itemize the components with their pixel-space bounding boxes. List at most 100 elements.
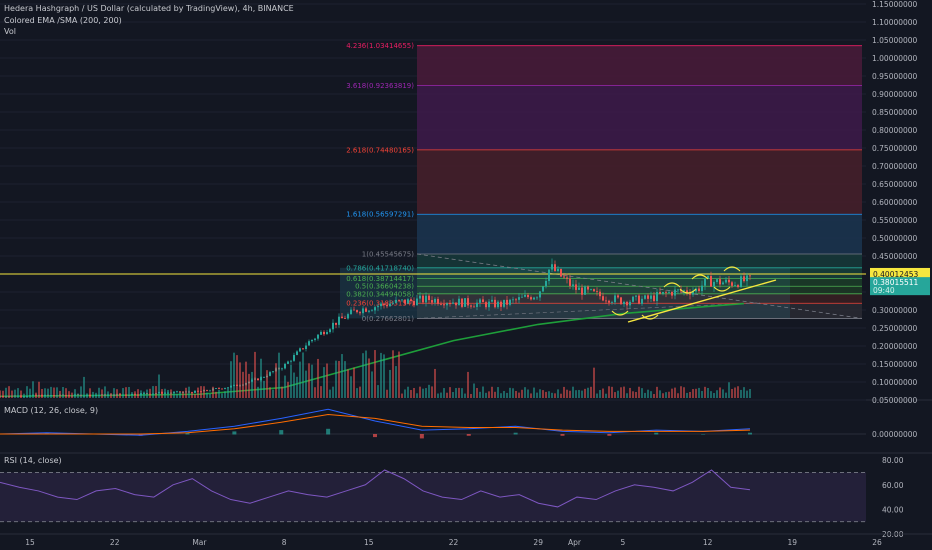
rsi-band — [0, 472, 866, 522]
volume-bar — [611, 386, 613, 398]
volume-bar — [557, 389, 559, 398]
volume-bar — [155, 386, 157, 398]
volume-bar — [644, 392, 646, 398]
candle-body — [539, 291, 541, 298]
volume-bar — [20, 390, 22, 398]
candle-body — [293, 354, 295, 361]
volume-bar — [512, 388, 514, 398]
candle-body — [554, 264, 556, 271]
candle-body — [497, 301, 499, 308]
volume-bar — [275, 363, 277, 398]
volume-bar — [119, 392, 121, 398]
candle-body — [341, 316, 343, 319]
candle-body — [608, 300, 610, 303]
candle-body — [323, 331, 325, 335]
volume-bar — [23, 393, 25, 398]
candle-body — [590, 289, 592, 290]
volume-bar — [236, 355, 238, 398]
volume-bar — [65, 388, 67, 398]
volume-bar — [449, 387, 451, 398]
volume-bar — [374, 350, 376, 398]
candle-body — [176, 391, 178, 393]
candle-body — [638, 295, 640, 304]
x-tick-label: 22 — [110, 538, 120, 547]
x-tick-label: 5 — [621, 538, 626, 547]
volume-bar — [446, 392, 448, 398]
volume-bar — [353, 367, 355, 398]
volume-bar — [335, 360, 337, 398]
candle-body — [611, 302, 613, 303]
volume-bar — [116, 389, 118, 398]
volume-bar — [128, 386, 130, 398]
hline-price-tag: 0.40012453 — [870, 267, 930, 279]
candle-body — [719, 279, 721, 285]
volume-bar — [290, 364, 292, 398]
volume-bar — [404, 389, 406, 398]
candle-body — [569, 278, 571, 286]
volume-bar — [296, 376, 298, 398]
candle-body — [398, 299, 400, 301]
candle-body — [422, 295, 424, 303]
volume-bar — [719, 387, 721, 398]
volume-bar — [62, 386, 64, 398]
candle-body — [524, 294, 526, 297]
fib-zone — [417, 278, 862, 287]
volume-bar — [83, 376, 85, 398]
price-tick-label: 0.70000000 — [872, 162, 918, 171]
volume-bar — [218, 389, 220, 398]
macd-hist-bar — [607, 434, 612, 436]
candle-body — [353, 309, 355, 311]
candle-body — [371, 310, 373, 312]
volume-bar — [461, 388, 463, 398]
volume-bar — [77, 393, 79, 398]
rsi-line — [0, 469, 751, 508]
macd-hist-bar — [232, 431, 237, 435]
price-tick-label: 1.15000000 — [872, 0, 918, 9]
volume-bar — [182, 391, 184, 398]
pattern-arc — [691, 274, 709, 280]
volume-bar — [29, 388, 31, 398]
candle-body — [332, 322, 334, 330]
price-tick-label: 1.05000000 — [872, 36, 918, 45]
volume-bar — [596, 393, 598, 398]
volume-bar — [101, 389, 103, 398]
volume-bar — [653, 393, 655, 398]
volume-bar — [377, 385, 379, 398]
fib-trend-line — [416, 253, 863, 319]
volume-bar — [167, 389, 169, 398]
volume-bar — [527, 389, 529, 398]
macd-hist-bar — [373, 434, 377, 438]
fib-zone — [417, 286, 862, 294]
volume-bar — [608, 386, 610, 398]
volume-bar — [8, 386, 10, 398]
volume-bar — [524, 387, 526, 398]
candle-body — [347, 314, 349, 319]
volume-bar — [533, 387, 535, 398]
volume-bar — [383, 354, 385, 398]
volume-bar — [326, 363, 328, 398]
volume-bar — [146, 389, 148, 398]
candle-body — [365, 308, 367, 312]
volume-bar — [545, 391, 547, 398]
volume-bar — [158, 374, 160, 398]
candle-body — [434, 298, 436, 303]
volume-bar — [194, 393, 196, 398]
candle-body — [368, 310, 370, 312]
fib-zone — [417, 85, 862, 150]
volume-bar — [398, 351, 400, 398]
rsi-legend: RSI (14, close) — [4, 456, 62, 465]
volume-bar — [689, 391, 691, 398]
price-tick-label: 0.95000000 — [872, 72, 918, 81]
candle-body — [272, 371, 274, 373]
candle-body — [584, 286, 586, 295]
macd-signal-line — [0, 413, 751, 435]
rsi-tick-label: 40.00 — [882, 505, 904, 514]
candle-body — [572, 284, 574, 286]
volume-bar — [140, 390, 142, 398]
price-tick-label: 1.10000000 — [872, 18, 918, 27]
candle-body — [686, 290, 688, 293]
candle-body — [263, 377, 265, 378]
volume-bar — [380, 352, 382, 398]
candle-body — [662, 291, 664, 294]
